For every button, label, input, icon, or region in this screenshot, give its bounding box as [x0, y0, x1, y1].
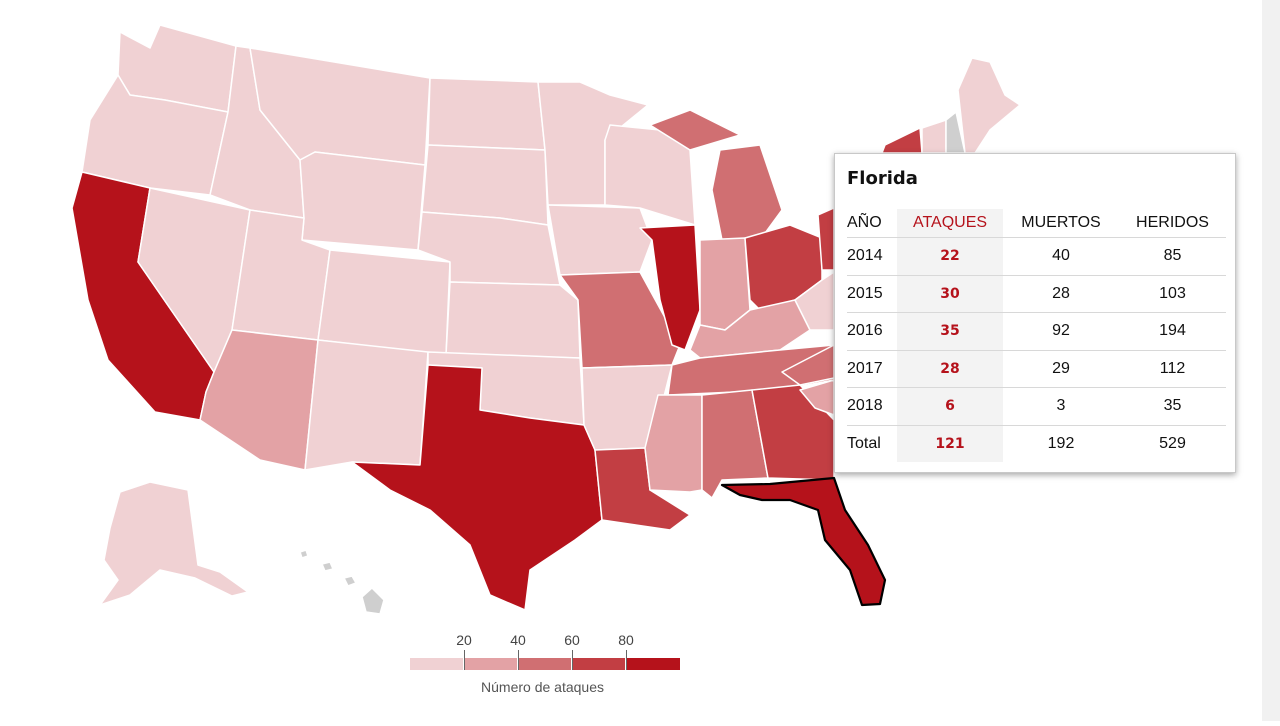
cell-injured: 103	[1119, 275, 1226, 313]
state-illinois[interactable]	[639, 224, 701, 351]
cell-year: 2015	[847, 275, 897, 313]
state-kansas[interactable]	[445, 281, 581, 359]
cell-deaths: 3	[1003, 387, 1119, 426]
cell-injured: 35	[1119, 387, 1226, 426]
state-new-mexico[interactable]	[304, 339, 429, 471]
state-michigan[interactable]	[711, 144, 783, 241]
state-iowa[interactable]	[547, 204, 653, 276]
scrollbar-track[interactable]	[1262, 0, 1280, 721]
table-row: 2017 28 29 112	[847, 350, 1226, 388]
state-alaska[interactable]	[99, 481, 249, 606]
cell-injured: 194	[1119, 312, 1226, 351]
state-tooltip: Florida AÑO ATAQUES MUERTOS HERIDOS 2014…	[834, 153, 1236, 473]
cell-deaths: 28	[1003, 275, 1119, 313]
cell-deaths: 92	[1003, 312, 1119, 351]
legend-tick-label: 20	[456, 632, 472, 648]
legend-tick-mark	[518, 650, 519, 670]
header-year: AÑO	[847, 209, 897, 238]
legend-tick-mark	[572, 650, 573, 670]
tooltip-table: AÑO ATAQUES MUERTOS HERIDOS 2014 22 40 8…	[847, 209, 1226, 462]
us-choropleth-map	[71, 24, 1021, 615]
header-injured: HERIDOS	[1119, 209, 1226, 238]
legend-tick-label: 60	[564, 632, 580, 648]
table-row: 2015 30 28 103	[847, 275, 1226, 313]
legend-swatch-1	[410, 658, 463, 670]
cell-deaths: 40	[1003, 237, 1119, 276]
table-row: 2014 22 40 85	[847, 237, 1226, 276]
cell-year: 2017	[847, 350, 897, 388]
table-row: 2018 6 3 35	[847, 387, 1226, 426]
state-north-dakota[interactable]	[427, 77, 546, 151]
legend-swatch-2	[465, 658, 517, 670]
legend-tick-label: 80	[618, 632, 634, 648]
cell-deaths: 29	[1003, 350, 1119, 388]
legend-title: Número de ataques	[481, 679, 604, 695]
cell-attacks: 28	[897, 350, 1003, 388]
cell-deaths: 192	[1047, 434, 1075, 452]
cell-injured: 112	[1119, 350, 1226, 388]
table-row: 2016 35 92 194	[847, 312, 1226, 351]
legend-tick-label: 40	[510, 632, 526, 648]
cell-injured: 529	[1159, 434, 1186, 452]
cell-injured: 85	[1119, 237, 1226, 276]
header-deaths: MUERTOS	[1003, 209, 1119, 238]
tooltip-header-row: AÑO ATAQUES MUERTOS HERIDOS	[847, 209, 1226, 238]
legend-tick-mark	[626, 650, 627, 670]
state-maine[interactable]	[957, 57, 1021, 154]
state-michigan-upper[interactable]	[649, 109, 741, 151]
state-colorado[interactable]	[317, 249, 451, 356]
color-legend: 20 40 60 80 Número de ataques	[410, 630, 680, 700]
map-area	[71, 24, 1021, 615]
header-attacks: ATAQUES	[897, 209, 1003, 238]
cell-attacks: 121	[897, 425, 1003, 462]
legend-tick-mark	[464, 650, 465, 670]
legend-swatch-4	[573, 658, 625, 670]
state-hawaii-islands[interactable]	[299, 549, 357, 587]
state-new-york[interactable]	[881, 127, 923, 154]
state-vermont[interactable]	[921, 119, 947, 154]
cell-attacks: 30	[897, 275, 1003, 313]
cell-year: 2014	[847, 237, 897, 276]
tooltip-state-name: Florida	[847, 168, 918, 189]
cell-year: 2016	[847, 312, 897, 351]
state-texas[interactable]	[351, 364, 603, 611]
state-florida[interactable]	[720, 476, 887, 607]
cell-year: 2018	[847, 387, 897, 426]
legend-swatch-5	[627, 658, 680, 670]
cell-attacks: 22	[897, 237, 1003, 276]
cell-attacks: 35	[897, 312, 1003, 351]
cell-year: Total	[847, 434, 881, 452]
table-row-total: Total 121 192 529	[847, 425, 1226, 462]
state-wyoming[interactable]	[299, 151, 426, 251]
legend-swatch-3	[519, 658, 571, 670]
cell-attacks: 6	[897, 387, 1003, 426]
state-hawaii[interactable]	[361, 587, 385, 615]
